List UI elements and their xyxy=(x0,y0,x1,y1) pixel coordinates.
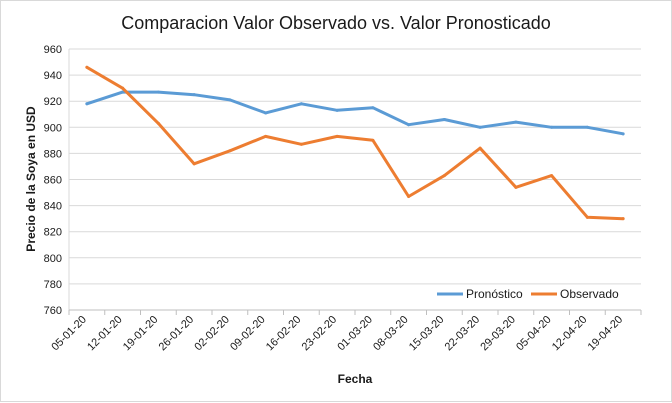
y-axis-title: Precio de la Soya en USD xyxy=(24,106,38,252)
data-point-observado xyxy=(85,65,89,69)
series-line-pronostico xyxy=(85,90,625,136)
x-tick-label: 19-04-20 xyxy=(586,314,626,354)
data-point-observado xyxy=(299,142,303,146)
data-point-observado xyxy=(621,217,625,221)
data-point-observado xyxy=(478,146,482,150)
x-tick-label: 15-03-20 xyxy=(407,314,447,354)
data-point-observado xyxy=(371,138,375,142)
x-tick-label: 01-03-20 xyxy=(335,314,375,354)
x-tick-labels: 05-01-2012-01-2019-01-2026-01-2002-02-20… xyxy=(49,310,642,354)
x-tick-label: 29-03-20 xyxy=(478,314,518,354)
x-tick-label: 08-03-20 xyxy=(371,314,411,354)
data-point-observado xyxy=(585,215,589,219)
x-tick-label: 22-03-20 xyxy=(443,314,483,354)
legend-label-observado: Observado xyxy=(560,287,619,301)
series-lines xyxy=(85,65,625,221)
x-axis-title: Fecha xyxy=(338,372,373,386)
data-point-pronostico xyxy=(442,117,446,121)
data-point-pronostico xyxy=(156,90,160,94)
x-tick-label: 05-01-20 xyxy=(49,314,89,354)
y-tick-label: 960 xyxy=(44,44,62,56)
x-tick-label: 19-01-20 xyxy=(121,314,161,354)
data-point-pronostico xyxy=(264,111,268,115)
x-tick-label: 12-01-20 xyxy=(85,314,125,354)
data-point-observado xyxy=(264,134,268,138)
data-point-observado xyxy=(121,86,125,90)
x-tick-label: 02-02-20 xyxy=(192,314,232,354)
x-tick-label: 05-04-20 xyxy=(514,314,554,354)
y-tick-label: 780 xyxy=(44,279,62,291)
data-point-observado xyxy=(407,194,411,198)
x-tick-label: 16-02-20 xyxy=(264,314,304,354)
legend-label-pronostico: Pronóstico xyxy=(466,287,523,301)
y-tick-label: 840 xyxy=(44,201,62,213)
legend: Pronóstico Observado xyxy=(437,287,619,301)
data-point-pronostico xyxy=(228,98,232,102)
data-point-observado xyxy=(335,134,339,138)
data-point-pronostico xyxy=(550,125,554,129)
data-point-pronostico xyxy=(371,106,375,110)
data-point-observado xyxy=(156,121,160,125)
y-tick-label: 760 xyxy=(44,305,62,317)
data-point-pronostico xyxy=(621,132,625,136)
y-tick-label: 920 xyxy=(44,96,62,108)
data-point-pronostico xyxy=(514,120,518,124)
data-point-pronostico xyxy=(407,123,411,127)
y-tick-label: 900 xyxy=(44,122,62,134)
y-tick-labels: 760 780 800 820 840 860 880 900 920 940 960 xyxy=(44,44,62,317)
data-point-observado xyxy=(442,174,446,178)
data-point-pronostico xyxy=(585,125,589,129)
chart-title: Comparacion Valor Observado vs. Valor Pr… xyxy=(121,13,551,33)
data-point-observado xyxy=(192,162,196,166)
data-point-pronostico xyxy=(299,102,303,106)
data-point-observado xyxy=(550,174,554,178)
data-point-observado xyxy=(514,185,518,189)
y-tick-label: 860 xyxy=(44,175,62,187)
x-tick-label: 23-02-20 xyxy=(300,314,340,354)
data-point-pronostico xyxy=(85,102,89,106)
y-tick-label: 820 xyxy=(44,227,62,239)
data-point-pronostico xyxy=(192,93,196,97)
x-tick-label: 09-02-20 xyxy=(228,314,268,354)
gridlines xyxy=(69,48,641,285)
series-line-observado xyxy=(85,65,625,221)
data-point-pronostico xyxy=(335,108,339,112)
data-point-pronostico xyxy=(121,90,125,94)
data-point-observado xyxy=(228,149,232,153)
data-point-pronostico xyxy=(478,125,482,129)
x-tick-label: 26-01-20 xyxy=(157,314,197,354)
y-tick-label: 940 xyxy=(44,70,62,82)
y-tick-label: 800 xyxy=(44,253,62,265)
x-tick-label: 12-04-20 xyxy=(550,314,590,354)
y-tick-label: 880 xyxy=(44,148,62,160)
